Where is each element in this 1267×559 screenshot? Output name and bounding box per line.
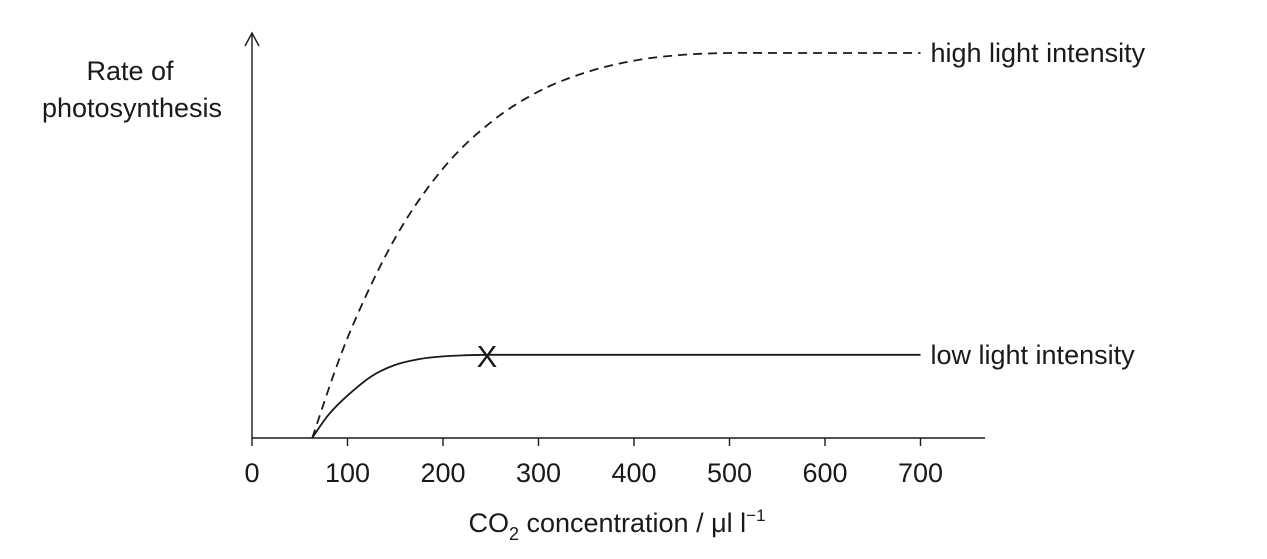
series-labels: high light intensity low light intensity [931, 38, 1146, 370]
series-line-high-light [311, 51, 921, 439]
y-axis-label-line-1: Rate of [86, 56, 174, 86]
x-tick-label: 400 [611, 458, 656, 488]
annotations: X [477, 339, 498, 374]
x-axis-label-middle: concentration / μl l [519, 508, 746, 538]
x-tick-label: 200 [420, 458, 465, 488]
x-tick-label: 700 [898, 458, 943, 488]
y-axis-arrowhead [244, 31, 260, 47]
axes [244, 31, 985, 439]
series-label: low light intensity [931, 340, 1136, 370]
x-tick-label: 500 [707, 458, 752, 488]
series-line-low-light [311, 353, 921, 439]
x-axis-ticks: 0 100 200 300 400 500 600 700 [244, 438, 943, 488]
x-axis-label: CO2 concentration / μl l−1 [468, 506, 765, 544]
annotation-x-marker: X [477, 339, 498, 374]
x-tick-label: 100 [325, 458, 370, 488]
series-lines [311, 51, 921, 439]
x-tick-label: 0 [244, 458, 259, 488]
y-axis-label-line-2: photosynthesis [42, 93, 222, 123]
x-axis-label-prefix: CO [468, 508, 509, 538]
series-label: high light intensity [931, 38, 1146, 68]
x-tick-label: 600 [802, 458, 847, 488]
x-tick-label: 300 [516, 458, 561, 488]
x-axis-label-subscript: 2 [509, 524, 519, 544]
x-axis-label-superscript: −1 [746, 506, 765, 525]
